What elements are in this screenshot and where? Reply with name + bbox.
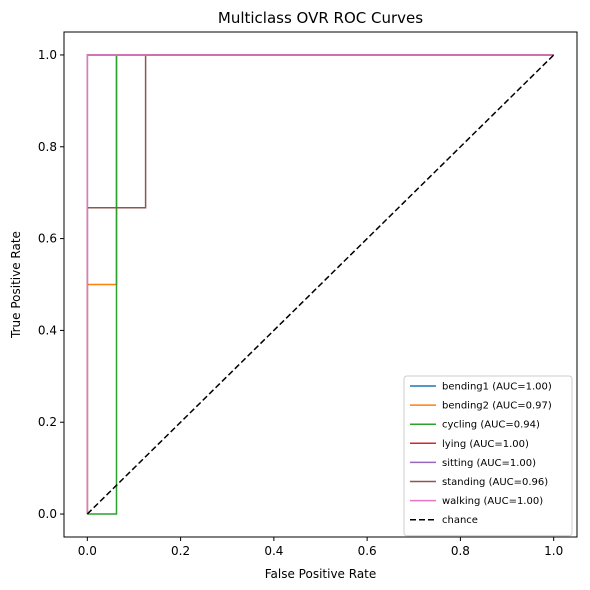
x-tick-label: 1.0 — [544, 544, 563, 558]
y-tick-label: 1.0 — [38, 48, 57, 62]
legend-label: sitting (AUC=1.00) — [442, 458, 536, 469]
legend-label: standing (AUC=0.96) — [442, 477, 548, 488]
axis-ticks: 0.0 0.2 0.4 0.6 0.8 1.0 0.0 0.2 0.4 0.6 0.8 1.0 — [38, 48, 563, 558]
legend-label: chance — [442, 515, 478, 526]
x-tick-label: 0.6 — [358, 544, 377, 558]
chart-title: Multiclass OVR ROC Curves — [218, 9, 423, 27]
plot-frame — [63, 31, 578, 538]
x-axis-label: False Positive Rate — [265, 567, 377, 581]
series-line-6 — [86, 54, 554, 514]
y-tick-label: 0.0 — [38, 507, 57, 521]
legend-label: bending2 (AUC=0.97) — [442, 401, 552, 412]
y-tick-label: 0.4 — [38, 323, 57, 337]
y-tick-label: 0.8 — [38, 140, 57, 154]
legend-label: cycling (AUC=0.94) — [442, 420, 540, 431]
series-layer — [86, 54, 555, 515]
x-tick-label: 0.4 — [264, 544, 283, 558]
series-line-7 — [86, 54, 555, 515]
legend: bending1 (AUC=1.00) bending2 (AUC=0.97) cy… — [403, 375, 573, 537]
legend-label: walking (AUC=1.00) — [442, 496, 543, 507]
legend-label: bending1 (AUC=1.00) — [442, 382, 552, 393]
x-tick-label: 0.0 — [78, 544, 97, 558]
y-tick-label: 0.2 — [38, 415, 57, 429]
x-tick-label: 0.8 — [451, 544, 470, 558]
legend-box — [403, 375, 573, 537]
y-axis-label: True Positive Rate — [9, 231, 23, 339]
legend-label: lying (AUC=1.00) — [442, 439, 529, 450]
x-tick-label: 0.2 — [171, 544, 190, 558]
y-tick-label: 0.6 — [38, 232, 57, 246]
